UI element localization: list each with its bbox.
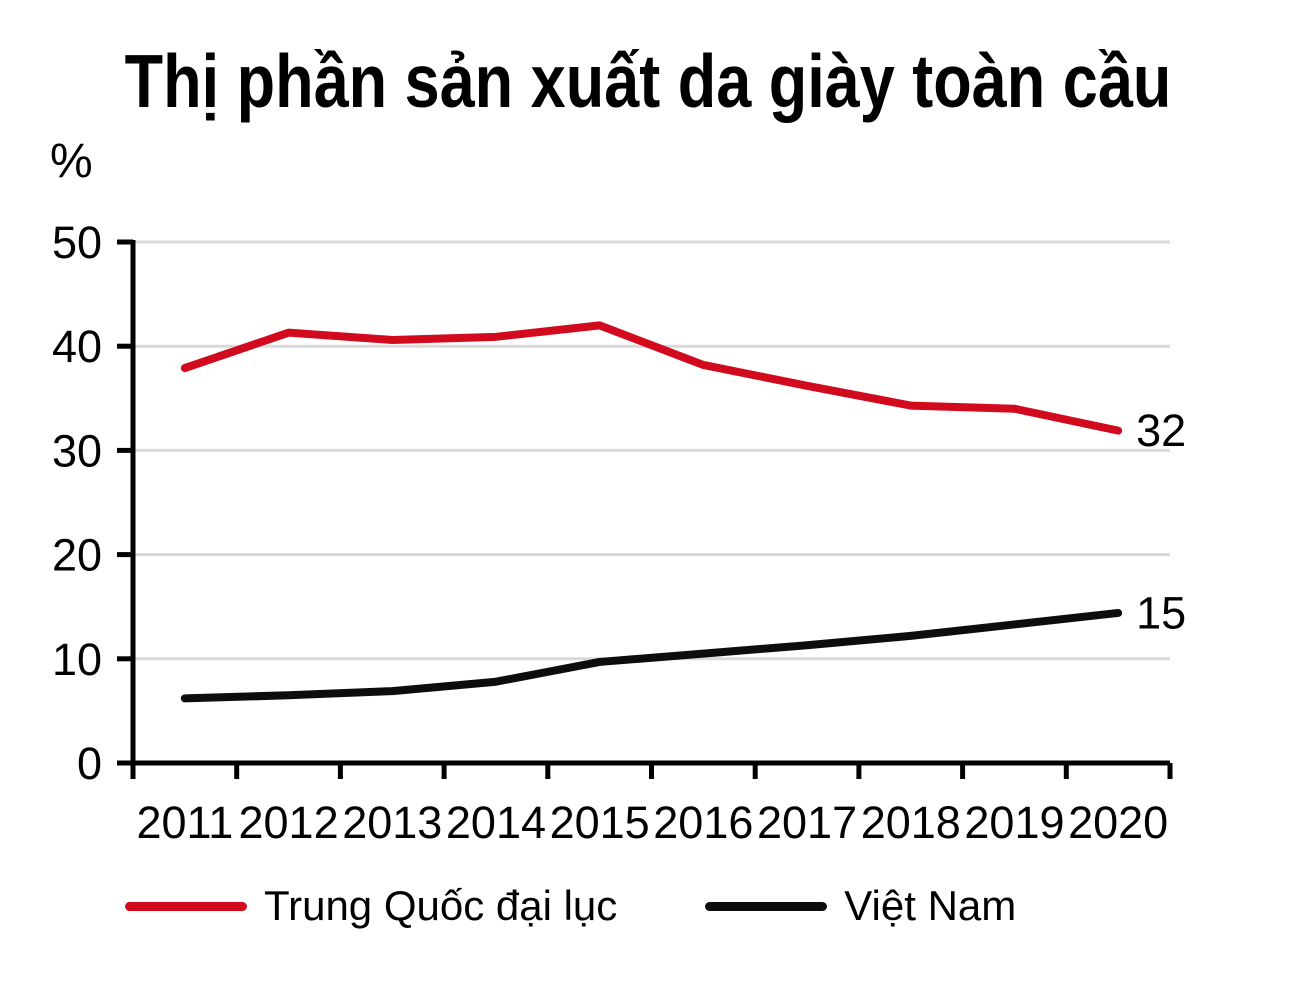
legend-item-china: Trung Quốc đại lục (125, 882, 617, 930)
series-line (180, 608, 1123, 703)
x-tick-label: 2017 (757, 797, 857, 848)
y-tick-label: 20 (52, 530, 102, 581)
x-tick-label: 2014 (446, 797, 546, 848)
x-tick-label: 2020 (1068, 797, 1168, 848)
y-tick-label: 50 (52, 217, 102, 268)
legend-label-vietnam: Việt Nam (844, 882, 1017, 929)
y-tick-label: 0 (77, 738, 102, 789)
legend: Trung Quốc đại lục Việt Nam (0, 882, 1296, 930)
y-tick-label: 10 (52, 634, 102, 685)
series-end-label: 15 (1136, 587, 1186, 638)
y-axis-unit-label: % (50, 135, 93, 188)
chart-title: Thị phần sản xuất da giày toàn cầu (124, 39, 1172, 123)
x-tick-label: 2013 (342, 797, 442, 848)
y-tick-label: 40 (52, 321, 102, 372)
series-end-label: 32 (1136, 405, 1186, 456)
vietnam-line-swatch (705, 901, 828, 911)
legend-label-china: Trung Quốc đại lục (264, 882, 618, 929)
y-tick-label: 30 (52, 425, 102, 476)
x-tick-label: 2011 (136, 797, 233, 848)
x-tick-label: 2016 (653, 797, 753, 848)
china-line-swatch (125, 901, 247, 911)
x-tick-label: 2018 (861, 797, 961, 848)
x-tick-label: 2015 (550, 797, 650, 848)
x-tick-label: 2019 (964, 797, 1064, 848)
legend-item-vietnam: Việt Nam (705, 882, 1016, 930)
x-tick-label: 2012 (238, 797, 338, 848)
series-line (180, 321, 1123, 435)
